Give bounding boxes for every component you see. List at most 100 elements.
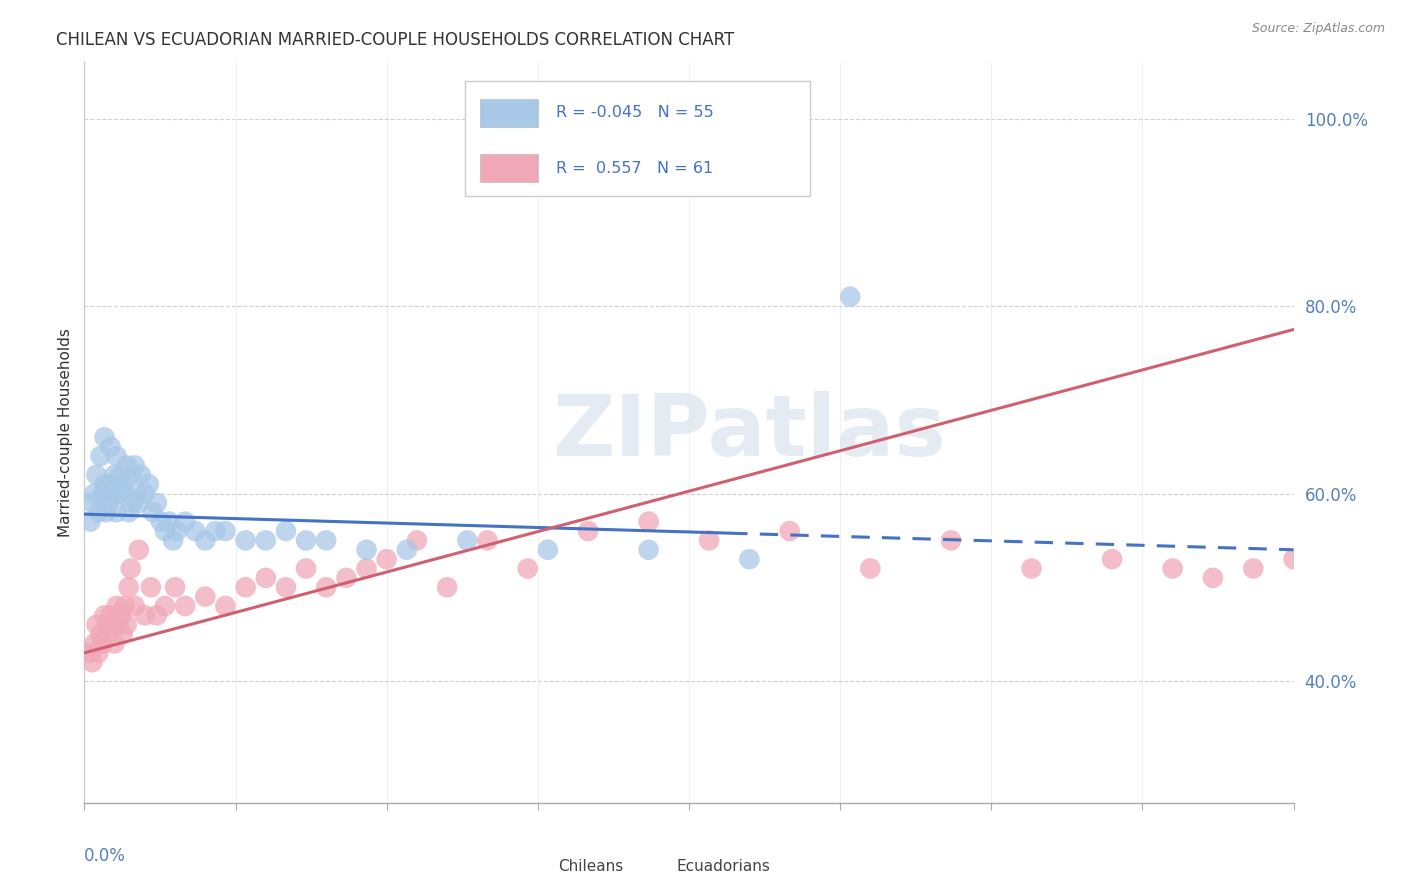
Point: [139, 580, 162, 594]
FancyBboxPatch shape: [479, 154, 538, 182]
Point: [89, 627, 111, 641]
Point: [110, 608, 132, 623]
Point: [254, 533, 277, 548]
Point: [115, 458, 138, 473]
Point: [153, 524, 176, 538]
Point: [194, 590, 217, 604]
Point: [100, 440, 122, 454]
Point: [637, 542, 659, 557]
Point: [97, 496, 120, 510]
Point: [104, 636, 127, 650]
Point: [114, 599, 136, 613]
Point: [93, 430, 115, 444]
Point: [128, 496, 150, 510]
Point: [138, 477, 160, 491]
Point: [134, 486, 156, 500]
Point: [118, 580, 141, 594]
Point: [174, 515, 197, 529]
Point: [295, 561, 318, 575]
Point: [214, 599, 236, 613]
Point: [436, 580, 458, 594]
Point: [107, 486, 129, 500]
Point: [697, 533, 720, 548]
Point: [128, 542, 150, 557]
Point: [395, 542, 418, 557]
Point: [110, 467, 132, 482]
Point: [1362, 524, 1385, 538]
Point: [120, 561, 142, 575]
Point: [89, 449, 111, 463]
Point: [779, 524, 801, 538]
Point: [939, 533, 962, 548]
Point: [100, 608, 122, 623]
Point: [96, 617, 118, 632]
Point: [105, 449, 128, 463]
Point: [125, 486, 148, 500]
Point: [134, 608, 156, 623]
Point: [111, 627, 134, 641]
Point: [100, 477, 122, 491]
Point: [124, 599, 146, 613]
Point: [1101, 552, 1123, 566]
Point: [356, 561, 378, 575]
Point: [194, 533, 217, 548]
Point: [315, 533, 337, 548]
Point: [93, 608, 115, 623]
Point: [82, 655, 104, 669]
Point: [87, 505, 110, 519]
Point: [82, 496, 104, 510]
Point: [637, 515, 659, 529]
Y-axis label: Married-couple Households: Married-couple Households: [58, 328, 73, 537]
Point: [516, 561, 538, 575]
Point: [105, 505, 128, 519]
Text: Ecuadorians: Ecuadorians: [676, 859, 770, 874]
Point: [738, 552, 761, 566]
Point: [576, 524, 599, 538]
Point: [118, 505, 141, 519]
Point: [121, 496, 143, 510]
Point: [115, 617, 138, 632]
Point: [1323, 533, 1346, 548]
Point: [235, 580, 257, 594]
Point: [97, 627, 120, 641]
Point: [375, 552, 398, 566]
Point: [83, 636, 105, 650]
Point: [254, 571, 277, 585]
Point: [235, 533, 257, 548]
Point: [166, 524, 188, 538]
FancyBboxPatch shape: [465, 81, 810, 195]
Point: [111, 477, 134, 491]
Point: [101, 486, 124, 500]
Point: [79, 515, 101, 529]
Point: [1161, 561, 1184, 575]
Point: [335, 571, 357, 585]
Point: [165, 580, 187, 594]
Point: [142, 505, 165, 519]
FancyBboxPatch shape: [638, 857, 668, 874]
Text: Chileans: Chileans: [558, 859, 624, 874]
Text: Source: ZipAtlas.com: Source: ZipAtlas.com: [1251, 22, 1385, 36]
Point: [91, 486, 114, 500]
Point: [105, 599, 128, 613]
Point: [114, 486, 136, 500]
Text: CHILEAN VS ECUADORIAN MARRIED-COUPLE HOUSEHOLDS CORRELATION CHART: CHILEAN VS ECUADORIAN MARRIED-COUPLE HOU…: [56, 31, 734, 49]
Text: R = -0.045   N = 55: R = -0.045 N = 55: [555, 105, 714, 120]
Point: [93, 477, 115, 491]
Point: [146, 608, 169, 623]
Point: [456, 533, 478, 548]
Text: R =  0.557   N = 61: R = 0.557 N = 61: [555, 161, 713, 176]
Point: [107, 617, 129, 632]
Point: [537, 542, 560, 557]
Point: [839, 290, 862, 304]
FancyBboxPatch shape: [479, 99, 538, 127]
Point: [1282, 552, 1305, 566]
Text: ZIPatlas: ZIPatlas: [553, 391, 946, 475]
Point: [274, 524, 297, 538]
Point: [149, 515, 172, 529]
Point: [101, 617, 124, 632]
Point: [315, 580, 337, 594]
Point: [859, 561, 882, 575]
Point: [86, 467, 108, 482]
Point: [96, 505, 118, 519]
Point: [146, 496, 169, 510]
